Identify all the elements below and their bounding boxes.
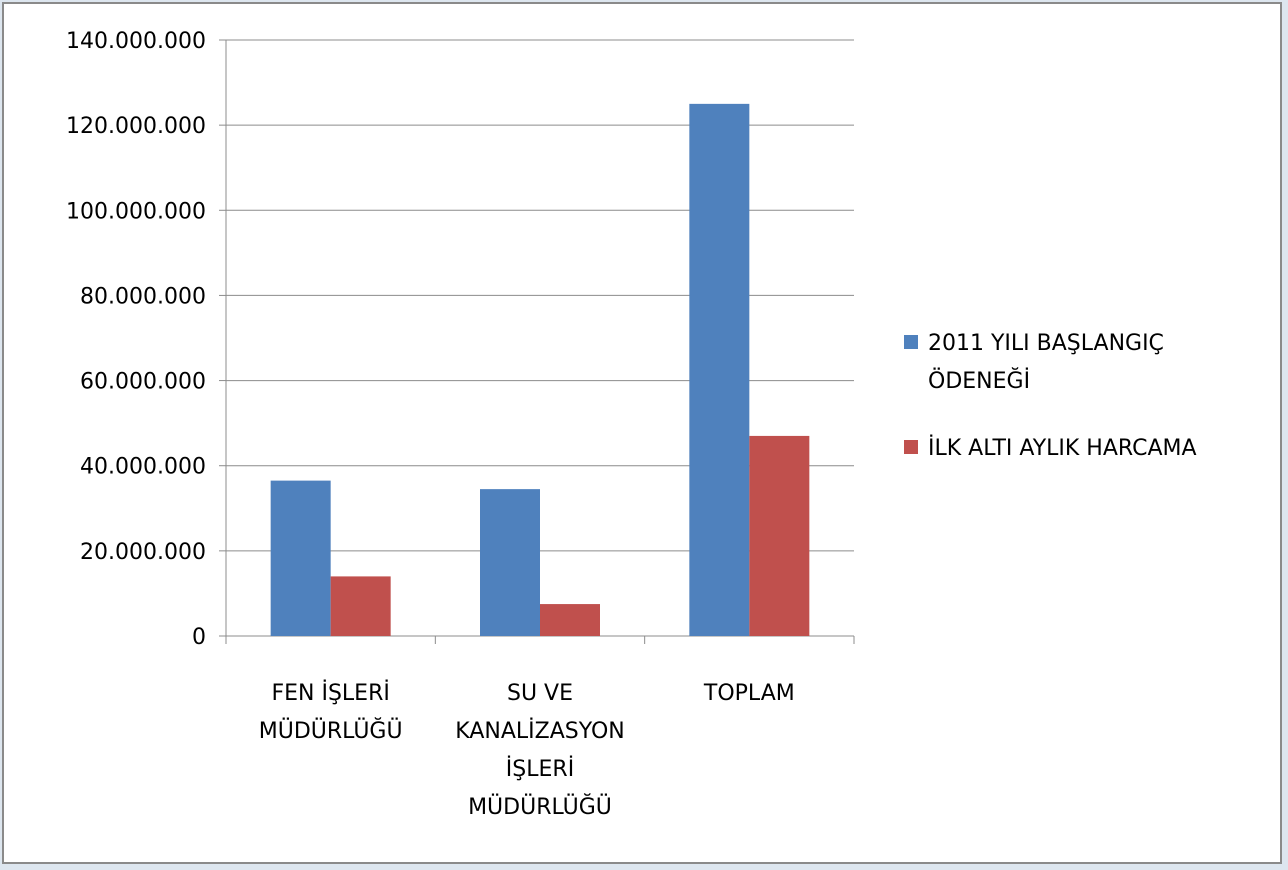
y-tick-label: 20.000.000: [80, 540, 206, 565]
legend-label-series-1: 2011 YILI BAŞLANGIÇ: [928, 331, 1164, 356]
legend-swatch-series-2: [904, 440, 918, 454]
bar-chart: 0 20.000.000 40.000.000 60.000.000 80.000.00…: [66, 29, 1197, 820]
y-tick-label: 0: [192, 625, 206, 650]
y-tick-label: 60.000.000: [80, 370, 206, 395]
x-category-label: MÜDÜRLÜĞÜ: [259, 718, 403, 744]
bar-series-2-category-2: [540, 604, 600, 636]
y-tick-label: 40.000.000: [80, 455, 206, 480]
x-category-label: İŞLERİ: [506, 756, 574, 782]
y-tick-label: 140.000.000: [66, 29, 206, 54]
legend-swatch-series-1: [904, 335, 918, 349]
x-category-label: FEN İŞLERİ: [271, 680, 389, 706]
y-tick-label: 100.000.000: [66, 199, 206, 224]
x-category-label: TOPLAM: [703, 681, 795, 706]
y-tick-label: 80.000.000: [80, 284, 206, 309]
x-category-label: SU VE: [507, 681, 573, 706]
legend-label-series-2: İLK ALTI AYLIK HARCAMA: [928, 435, 1197, 461]
bar-series-1-category-3: [689, 103, 750, 637]
legend-label-series-1: ÖDENEĞİ: [928, 368, 1030, 394]
bar-series-1-category-2: [480, 489, 540, 636]
x-category-label: KANALİZASYON: [455, 718, 624, 744]
bar-series-2-category-3: [749, 435, 810, 636]
y-tick-label: 120.000.000: [66, 114, 206, 139]
bar-series-2-category-1: [330, 576, 391, 636]
bar-series-1-category-1: [270, 480, 331, 636]
x-category-label: MÜDÜRLÜĞÜ: [468, 794, 612, 820]
